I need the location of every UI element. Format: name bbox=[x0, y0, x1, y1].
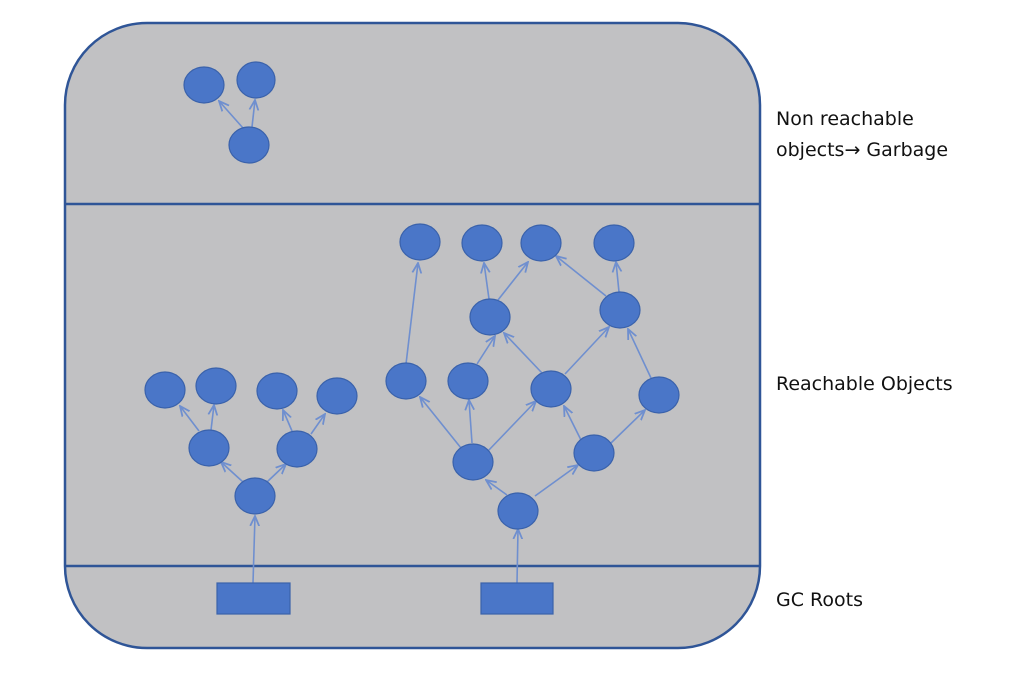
gc-roots-label: GC Roots bbox=[776, 589, 863, 611]
reachable-object-node bbox=[469, 298, 511, 336]
garbage-object-node bbox=[228, 126, 270, 164]
reachable-object-node bbox=[530, 370, 572, 408]
reference-arrow bbox=[180, 406, 200, 432]
reference-arrow bbox=[253, 516, 255, 584]
garbage-label-line-1: Non reachable bbox=[776, 108, 914, 130]
reachable-region-label: Reachable Objects bbox=[776, 373, 953, 395]
reference-arrow bbox=[564, 406, 582, 441]
reference-arrow bbox=[564, 327, 609, 375]
heap-container bbox=[63, 21, 762, 650]
reference-arrow bbox=[616, 262, 619, 293]
reference-arrow bbox=[266, 464, 286, 483]
reference-arrow bbox=[517, 529, 518, 584]
object-nodes bbox=[144, 61, 680, 530]
reachable-object-node bbox=[276, 430, 318, 468]
reference-arrow bbox=[486, 480, 508, 496]
reference-arrow bbox=[486, 401, 536, 453]
reference-arrow bbox=[420, 397, 462, 449]
reference-arrow bbox=[534, 465, 578, 497]
reachable-object-node bbox=[144, 371, 186, 409]
reachable-object-node bbox=[638, 376, 680, 414]
reachable-object-node bbox=[195, 367, 237, 405]
reference-arrow bbox=[221, 462, 244, 483]
garbage-object-node bbox=[183, 66, 225, 104]
reachable-object-node bbox=[234, 477, 276, 515]
reference-arrow bbox=[219, 101, 244, 129]
reference-arrow bbox=[628, 329, 652, 379]
reachable-object-node bbox=[520, 224, 562, 262]
garbage-label-line-2: objects→ Garbage bbox=[776, 139, 949, 161]
reachable-object-node bbox=[593, 224, 635, 262]
reference-arrow bbox=[476, 336, 495, 365]
reachable-object-node bbox=[256, 372, 298, 410]
reachable-object-node bbox=[497, 492, 539, 530]
reference-arrow bbox=[252, 100, 255, 128]
reference-arrow bbox=[283, 410, 293, 432]
reference-arrow bbox=[484, 263, 489, 300]
reference-edges bbox=[180, 100, 652, 584]
reference-arrow bbox=[504, 333, 543, 374]
reachable-object-node bbox=[188, 429, 230, 467]
reference-arrow bbox=[497, 262, 528, 301]
reachable-object-node bbox=[573, 434, 615, 472]
reference-arrow bbox=[469, 400, 472, 444]
reference-arrow bbox=[556, 256, 607, 297]
garbage-object-node bbox=[236, 61, 276, 99]
reachable-object-node bbox=[447, 362, 489, 400]
reference-arrow bbox=[610, 410, 645, 444]
garbage-region-label: Non reachable objects→ Garbage bbox=[776, 104, 948, 166]
reference-arrow bbox=[310, 414, 325, 435]
reference-arrow bbox=[211, 405, 214, 431]
reachable-object-node bbox=[399, 223, 441, 261]
reachable-object-node bbox=[461, 224, 503, 262]
reference-arrow bbox=[405, 263, 418, 365]
reachable-object-node bbox=[316, 377, 358, 415]
gc-root-box bbox=[480, 582, 554, 615]
reachable-object-node bbox=[385, 362, 427, 400]
reachable-object-node bbox=[452, 443, 494, 481]
reachable-object-node bbox=[599, 291, 641, 329]
gc-roots-group bbox=[216, 582, 554, 615]
gc-root-box bbox=[216, 582, 291, 615]
